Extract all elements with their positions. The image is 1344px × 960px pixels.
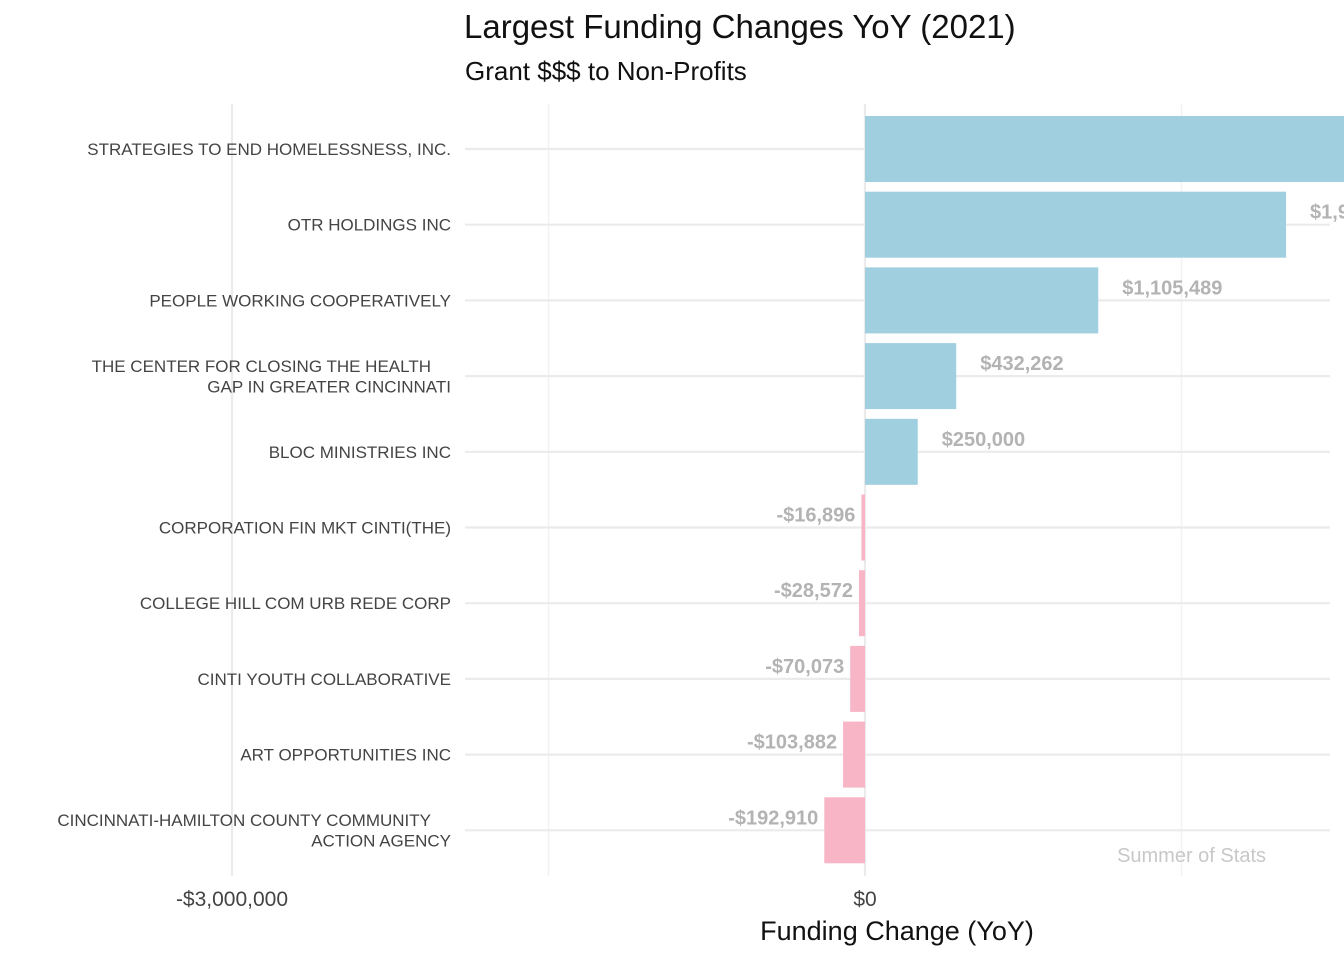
category-label: CINTI YOUTH COLLABORATIVE	[198, 670, 451, 689]
value-label: $250,000	[942, 429, 1025, 451]
chart-subtitle: Grant $$$ to Non-Profits	[465, 56, 747, 86]
bar	[858, 570, 865, 637]
x-tick-label: $0	[853, 888, 876, 911]
bar	[850, 645, 865, 712]
category-label: ART OPPORTUNITIES INC	[240, 746, 451, 765]
bar	[861, 494, 865, 561]
value-label: $1,105,489	[1122, 277, 1222, 299]
category-label: PEOPLE WORKING COOPERATIVELY	[149, 291, 451, 310]
x-axis-title: Funding Change (YoY)	[760, 916, 1034, 946]
category-label: CORPORATION FIN MKT CINTI(THE)	[159, 519, 451, 538]
bar	[824, 797, 865, 864]
bar	[843, 721, 865, 788]
value-labels: $3,102,710$1,995,468$1,105,489$432,262$2…	[728, 202, 1344, 830]
bar	[865, 116, 1344, 182]
category-label: OTR HOLDINGS INC	[288, 216, 451, 235]
category-label: THE CENTER FOR CLOSING THE HEALTH	[92, 357, 431, 376]
value-label: $432,262	[980, 353, 1063, 375]
value-label: -$103,882	[747, 732, 837, 754]
bar	[865, 191, 1287, 258]
value-label: -$16,896	[776, 505, 855, 527]
bar	[865, 418, 918, 485]
category-label: CINCINNATI-HAMILTON COUNTY COMMUNITY	[57, 811, 431, 830]
chart-caption: Summer of Stats	[1117, 845, 1266, 867]
x-tick-label: -$3,000,000	[176, 888, 288, 911]
category-label: STRATEGIES TO END HOMELESSNESS, INC.	[87, 140, 451, 159]
category-label: COLLEGE HILL COM URB REDE CORP	[140, 594, 451, 613]
bars	[824, 116, 1344, 864]
category-labels: STRATEGIES TO END HOMELESSNESS, INC. OTR …	[57, 140, 451, 851]
value-label: -$192,910	[728, 807, 818, 829]
category-label: BLOC MINISTRIES INC	[269, 443, 451, 462]
bar	[865, 343, 957, 410]
x-tick-labels: -$3,000,000$0$3,000,000$6,000,000	[176, 888, 877, 911]
category-label: GAP IN GREATER CINCINNATI	[207, 377, 451, 396]
value-label: -$28,572	[774, 580, 853, 602]
value-label: -$70,073	[765, 656, 844, 678]
category-label: ACTION AGENCY	[311, 832, 451, 851]
value-label: $1,995,468	[1310, 202, 1344, 224]
bar	[865, 267, 1099, 334]
chart-title: Largest Funding Changes YoY (2021)	[464, 8, 1016, 45]
